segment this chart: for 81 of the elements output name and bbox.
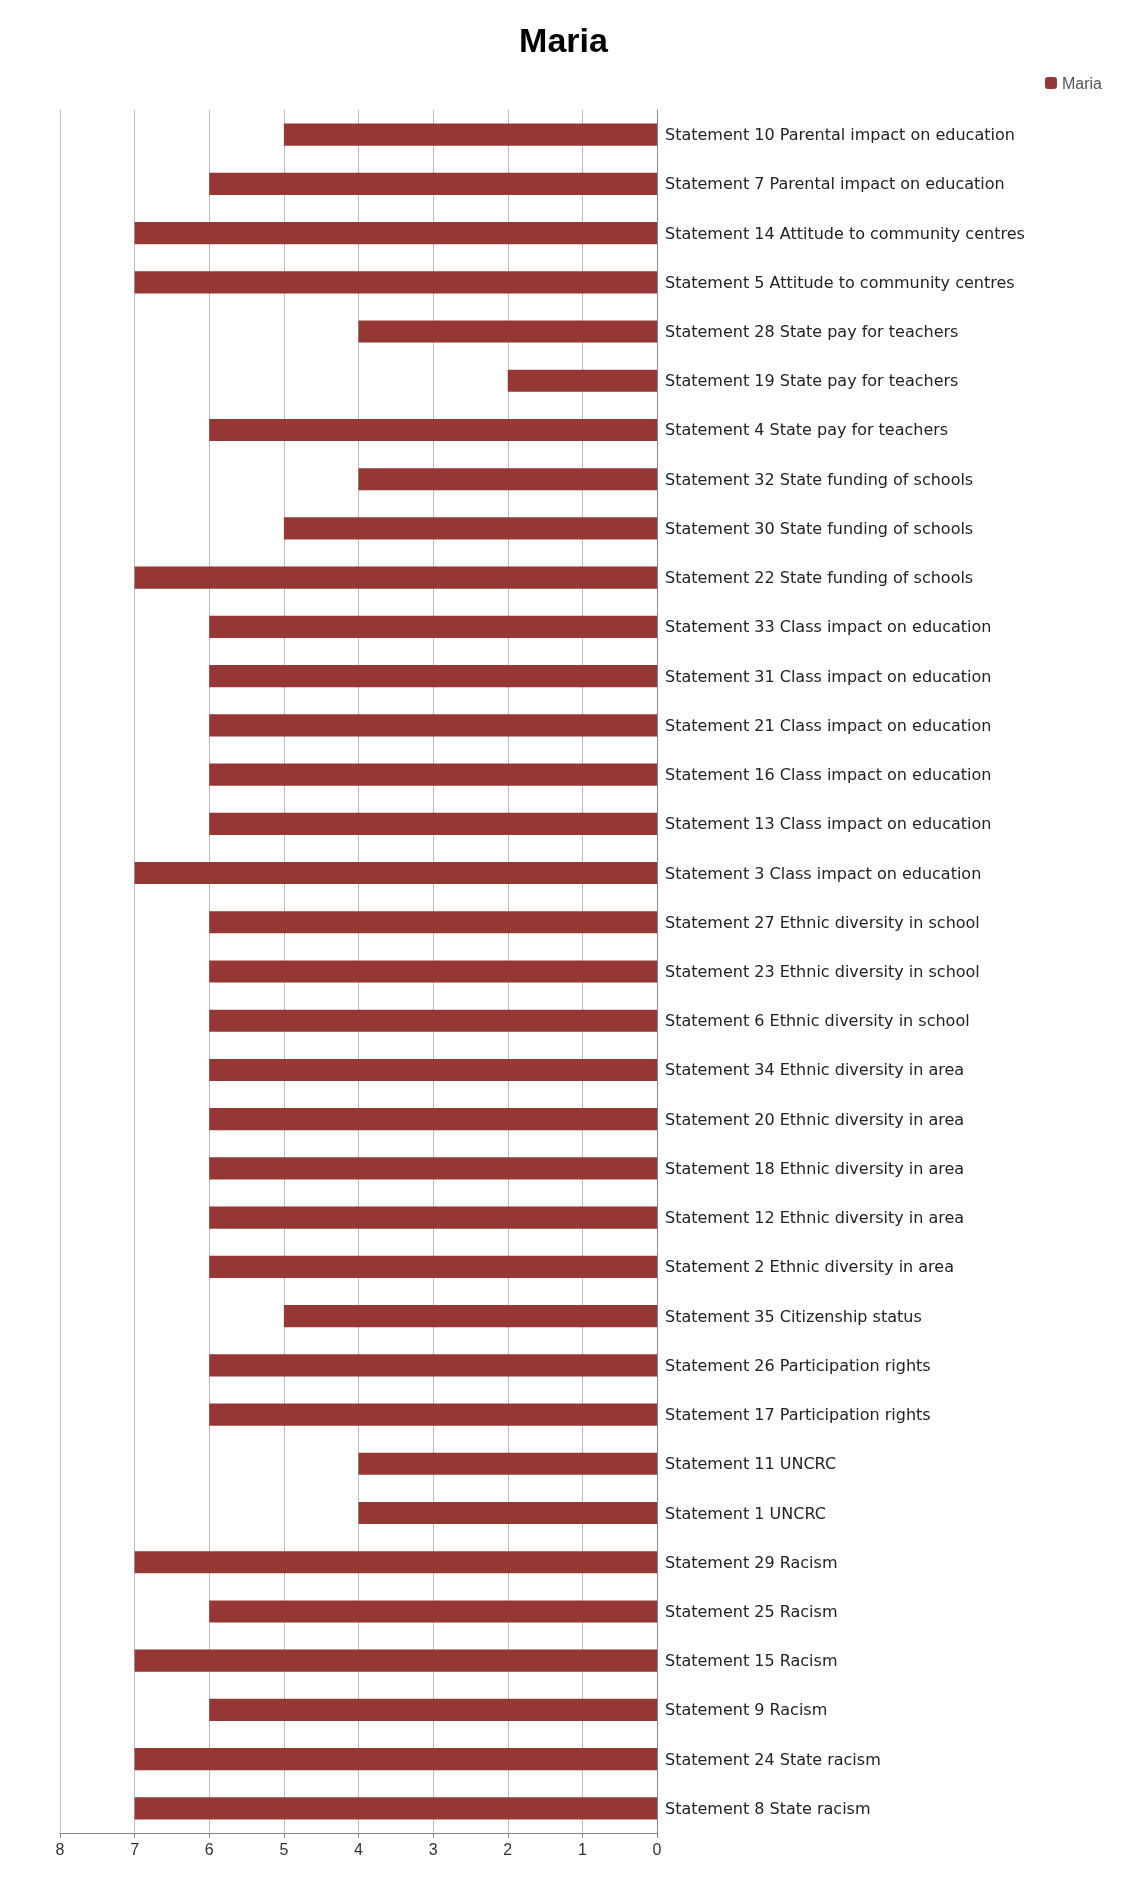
bar: [209, 1255, 657, 1278]
bar: [134, 1649, 657, 1672]
y-tick-label: Statement 14 Attitude to community centres: [665, 223, 1025, 243]
bar: [507, 369, 657, 392]
y-tick-label: Statement 7 Parental impact on education: [665, 174, 1005, 194]
y-tick-label: Statement 31 Class impact on education: [665, 666, 992, 686]
y-tick-label: Statement 27 Ethnic diversity in school: [665, 912, 980, 932]
y-tick-label: Statement 30 State funding of schools: [665, 518, 974, 538]
bar: [209, 1009, 657, 1032]
bar: [134, 1797, 657, 1820]
chart-title: Maria: [519, 21, 609, 59]
bar: [134, 222, 657, 245]
y-tick-label: Statement 34 Ethnic diversity in area: [665, 1060, 965, 1080]
bar: [358, 320, 657, 343]
x-tick-label: 0: [652, 1840, 662, 1858]
bar: [209, 615, 657, 638]
y-tick-label: Statement 21 Class impact on education: [665, 715, 992, 735]
bar: [358, 1452, 657, 1475]
bar: [134, 271, 657, 294]
bar: [209, 1157, 657, 1180]
y-tick-label: Statement 25 Racism: [665, 1601, 838, 1621]
y-tick-label: Statement 9 Racism: [665, 1700, 828, 1720]
y-tick-label: Statement 3 Class impact on education: [665, 863, 982, 883]
y-tick-label: Statement 8 State racism: [665, 1798, 871, 1818]
bar: [209, 418, 657, 442]
bar: [134, 566, 657, 589]
y-tick-label: Statement 16 Class impact on education: [665, 765, 992, 785]
y-tick-label: Statement 15 Racism: [665, 1651, 838, 1671]
bar: [209, 911, 657, 934]
y-tick-label: Statement 35 Citizenship status: [665, 1306, 922, 1326]
bar: [209, 1108, 657, 1131]
bar: [134, 1551, 657, 1574]
bar: [209, 812, 657, 835]
y-tick-label: Statement 33 Class impact on education: [665, 617, 992, 637]
bar: [209, 665, 657, 688]
bar: [209, 1403, 657, 1426]
y-tick-label: Statement 11 UNCRC: [665, 1454, 837, 1474]
bar: [358, 1501, 657, 1525]
y-tick-label: Statement 23 Ethnic diversity in school: [665, 962, 980, 981]
y-tick-label: Statement 1 UNCRC: [665, 1503, 826, 1523]
x-tick-label: 6: [204, 1840, 214, 1858]
y-tick-label: Statement 29 Racism: [665, 1552, 838, 1572]
bar: [283, 517, 657, 540]
bar: [358, 468, 657, 491]
y-tick-label: Statement 12 Ethnic diversity in area: [665, 1208, 965, 1228]
bar: [209, 1206, 657, 1229]
y-tick-label: Statement 4 State pay for teachers: [665, 420, 949, 440]
x-tick-label: 1: [577, 1840, 587, 1858]
x-tick-label: 7: [130, 1840, 140, 1858]
y-tick-label: Statement 28 State pay for teachers: [665, 322, 959, 342]
bar: [209, 1600, 657, 1623]
y-tick-label: Statement 2 Ethnic diversity in area: [665, 1257, 954, 1277]
y-tick-label: Statement 18 Ethnic diversity in area: [665, 1158, 965, 1178]
x-tick-label: 2: [503, 1840, 513, 1858]
x-tick-label: 3: [428, 1840, 438, 1858]
bar: [209, 1354, 657, 1377]
x-tick-label: 5: [279, 1840, 289, 1858]
bar: [209, 1698, 657, 1722]
bar: [209, 1058, 657, 1082]
legend-label: Maria: [1061, 74, 1103, 92]
y-tick-label: Statement 10 Parental impact on education: [665, 125, 1015, 145]
y-tick-label: Statement 26 Participation rights: [665, 1355, 931, 1375]
bar: [134, 1748, 657, 1771]
bar: [134, 861, 657, 885]
y-tick-label: Statement 32 State funding of schools: [665, 469, 974, 489]
y-tick-label: Statement 17 Participation rights: [665, 1405, 931, 1425]
bar: [209, 714, 657, 737]
y-tick-label: Statement 20 Ethnic diversity in area: [665, 1109, 965, 1129]
y-tick-label: Statement 6 Ethnic diversity in school: [665, 1011, 970, 1031]
y-tick-label: Statement 24 State racism: [665, 1749, 881, 1769]
y-tick-label: Statement 22 State funding of schools: [665, 568, 974, 588]
y-tick-label: Statement 13 Class impact on education: [665, 814, 992, 834]
x-tick-label: 8: [55, 1840, 65, 1858]
bar: [209, 960, 657, 983]
bar: [209, 763, 657, 786]
y-tick-label: Statement 5 Attitude to community centres: [665, 272, 1015, 292]
bar: [209, 172, 657, 195]
bar: [283, 123, 657, 146]
x-tick-label: 4: [354, 1840, 364, 1858]
y-tick-label: Statement 19 State pay for teachers: [665, 371, 959, 391]
bar: [283, 1305, 657, 1328]
